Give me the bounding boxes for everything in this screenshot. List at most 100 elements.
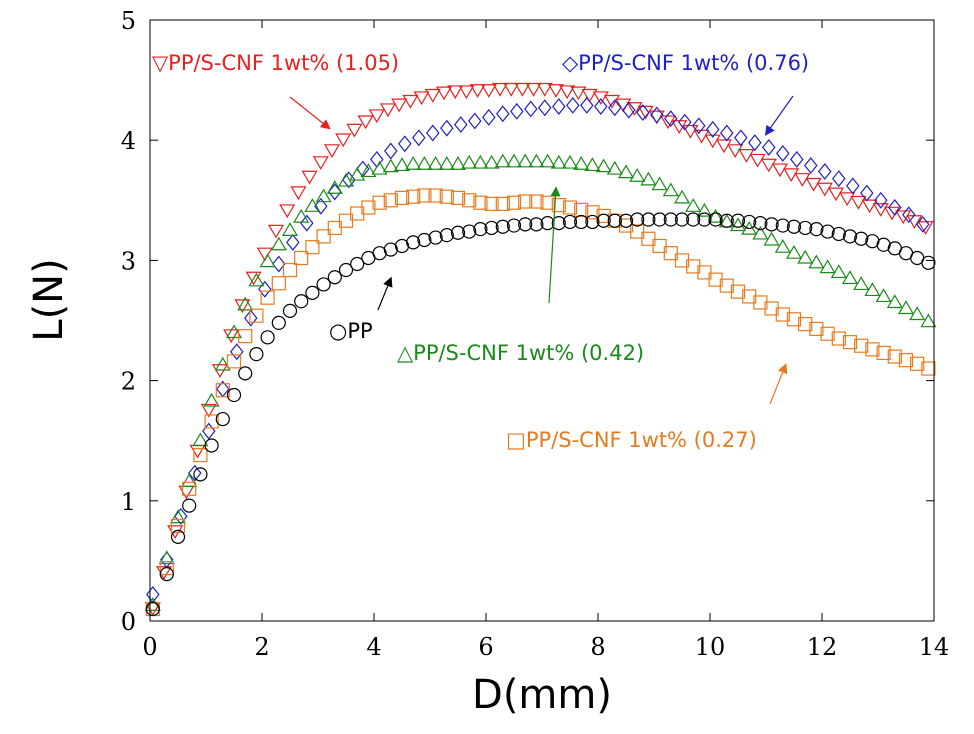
data-point bbox=[741, 220, 758, 235]
data-point bbox=[808, 254, 825, 269]
data-point bbox=[406, 235, 421, 250]
data-point bbox=[480, 84, 497, 98]
data-point bbox=[301, 170, 318, 185]
data-point bbox=[827, 187, 845, 202]
data-point bbox=[473, 222, 488, 237]
data-point bbox=[706, 120, 720, 138]
data-point bbox=[167, 525, 184, 540]
series-3 bbox=[145, 188, 936, 617]
data-point bbox=[382, 158, 399, 173]
data-point bbox=[539, 153, 556, 168]
data-point bbox=[245, 271, 262, 286]
data-point bbox=[818, 162, 832, 180]
data-point bbox=[293, 208, 310, 223]
annotation-label: □PP/S-CNF 1wt% (0.27) bbox=[506, 428, 757, 452]
data-point bbox=[524, 100, 538, 118]
data-point bbox=[346, 123, 363, 138]
data-point bbox=[608, 99, 622, 117]
annotation-arrow bbox=[289, 96, 331, 130]
data-point bbox=[428, 188, 443, 203]
data-point bbox=[286, 233, 300, 251]
data-point bbox=[776, 144, 790, 162]
data-point bbox=[503, 82, 520, 97]
data-point bbox=[774, 238, 791, 253]
data-point bbox=[529, 217, 544, 232]
data-point bbox=[510, 102, 524, 120]
data-point bbox=[678, 113, 692, 131]
data-point bbox=[785, 244, 803, 259]
x-tick-label: 6 bbox=[478, 633, 493, 661]
data-point bbox=[819, 259, 836, 274]
data-point bbox=[300, 214, 314, 232]
data-point bbox=[559, 85, 576, 100]
data-point bbox=[371, 160, 388, 175]
data-point bbox=[865, 342, 880, 357]
data-point bbox=[260, 290, 275, 305]
data-point bbox=[514, 82, 531, 97]
data-point bbox=[496, 105, 510, 123]
data-point bbox=[570, 86, 587, 101]
data-point bbox=[536, 82, 553, 97]
data-point bbox=[368, 109, 385, 124]
data-point bbox=[312, 156, 329, 171]
data-point bbox=[820, 326, 835, 341]
data-point bbox=[809, 321, 824, 337]
data-point bbox=[686, 212, 701, 227]
data-point bbox=[547, 84, 565, 98]
data-point bbox=[854, 231, 869, 246]
data-point bbox=[529, 194, 544, 209]
data-point bbox=[170, 518, 186, 534]
data-point bbox=[820, 224, 835, 239]
data-point bbox=[315, 188, 332, 203]
data-point bbox=[506, 218, 522, 233]
data-point bbox=[461, 154, 478, 169]
y-axis-title: L(N) bbox=[26, 258, 72, 341]
data-point bbox=[174, 507, 188, 525]
data-point bbox=[525, 82, 542, 97]
data-point bbox=[692, 117, 706, 135]
data-point bbox=[462, 224, 477, 239]
data-point bbox=[450, 190, 466, 205]
data-point bbox=[193, 467, 208, 482]
data-point bbox=[258, 280, 272, 298]
data-point bbox=[585, 214, 600, 230]
data-point bbox=[622, 101, 636, 119]
data-point bbox=[230, 343, 244, 361]
data-point bbox=[585, 205, 600, 220]
x-tick-label: 12 bbox=[807, 633, 838, 661]
y-tick-label: 4 bbox=[121, 127, 136, 155]
data-point bbox=[910, 356, 925, 371]
x-tick-label: 14 bbox=[919, 633, 950, 661]
series-0 bbox=[144, 82, 934, 616]
data-point bbox=[641, 231, 656, 246]
data-point bbox=[439, 228, 454, 243]
data-point bbox=[898, 353, 914, 368]
data-point bbox=[920, 313, 937, 328]
data-point bbox=[707, 208, 724, 223]
data-point bbox=[574, 202, 589, 218]
data-point bbox=[357, 115, 374, 130]
data-point bbox=[350, 256, 365, 272]
data-point bbox=[727, 144, 744, 159]
data-point bbox=[607, 213, 622, 228]
data-point bbox=[663, 246, 678, 261]
data-point bbox=[169, 509, 187, 524]
data-point bbox=[875, 288, 892, 303]
data-point bbox=[641, 212, 656, 227]
data-point bbox=[454, 116, 468, 134]
data-point bbox=[249, 347, 264, 362]
data-point bbox=[244, 309, 258, 327]
data-point bbox=[916, 215, 930, 233]
data-point bbox=[760, 158, 777, 173]
data-point bbox=[248, 272, 265, 287]
data-point bbox=[361, 200, 376, 215]
data-point bbox=[458, 85, 475, 100]
series-1 bbox=[146, 96, 930, 604]
data-point bbox=[574, 214, 589, 230]
y-tick-label: 2 bbox=[121, 368, 136, 396]
data-point bbox=[182, 498, 197, 513]
data-point bbox=[468, 112, 482, 130]
data-point bbox=[626, 102, 643, 116]
data-point bbox=[335, 133, 352, 148]
data-point bbox=[338, 262, 354, 278]
